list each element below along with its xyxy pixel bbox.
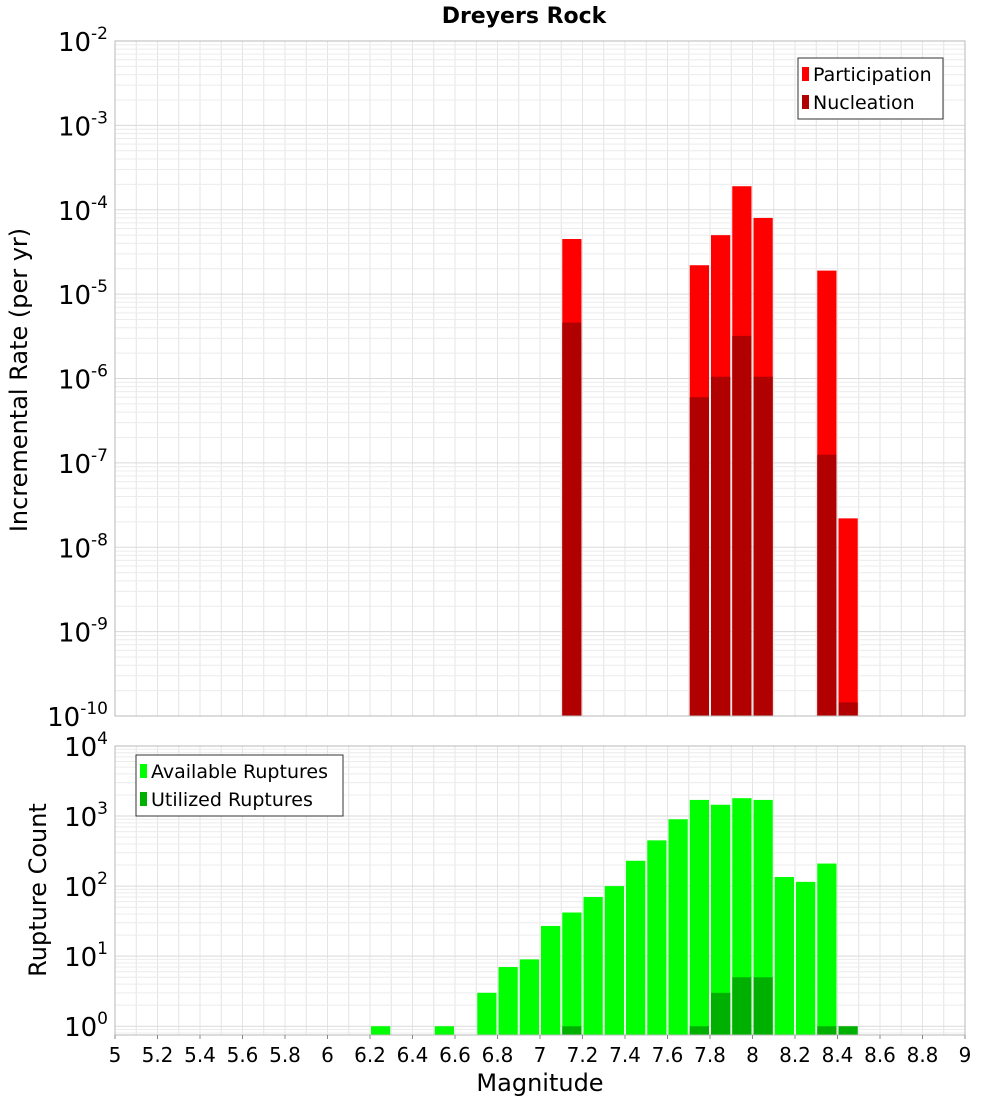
x-tick-label: 5 [109, 1043, 122, 1067]
bar-available-ruptures [647, 840, 667, 1035]
bar-utilized-ruptures [753, 977, 773, 1035]
bar-available-ruptures [689, 799, 709, 1035]
bar-available-ruptures [541, 925, 561, 1035]
bar-available-ruptures [434, 1026, 454, 1035]
bar-nucleation [838, 702, 858, 716]
bar-participation [838, 518, 858, 716]
y-tick-label: 10-9 [58, 615, 108, 649]
x-tick-label: 6 [321, 1043, 334, 1067]
legend-label: Utilized Ruptures [151, 789, 313, 811]
x-tick-label: 8 [746, 1043, 759, 1067]
bar-available-ruptures [711, 804, 731, 1035]
y-tick-label: 10-5 [58, 277, 108, 311]
x-tick-label: 5.2 [142, 1043, 174, 1067]
bar-available-ruptures [519, 959, 539, 1035]
bar-nucleation [689, 397, 709, 716]
x-tick-label: 7.6 [652, 1043, 684, 1067]
x-tick-label: 8.4 [822, 1043, 854, 1067]
x-tick-label: 9 [959, 1043, 972, 1067]
bar-available-ruptures [626, 860, 646, 1035]
y-tick-label: 103 [64, 799, 108, 833]
bar-available-ruptures [774, 876, 794, 1035]
chart-title: Dreyers Rock [442, 4, 608, 29]
x-tick-label: 5.4 [184, 1043, 216, 1067]
bar-available-ruptures [498, 967, 518, 1035]
legend-box [135, 754, 344, 817]
bar-nucleation [732, 335, 752, 716]
x-tick-label: 8.6 [864, 1043, 896, 1067]
y-tick-label: 104 [64, 729, 108, 763]
y-tick-label: 10-7 [58, 446, 108, 480]
bar-available-ruptures [477, 992, 497, 1035]
x-tick-label: 8.2 [779, 1043, 811, 1067]
legend-swatch [140, 764, 147, 778]
x-axis-label: Magnitude [476, 1069, 603, 1097]
x-tick-label: 6.8 [482, 1043, 514, 1067]
y-tick-label: 10-3 [58, 108, 108, 142]
bar-available-ruptures [668, 819, 688, 1035]
bar-available-ruptures [371, 1026, 391, 1035]
y-tick-label: 10-8 [58, 530, 108, 564]
bar-utilized-ruptures [732, 977, 752, 1035]
x-tick-label: 5.6 [227, 1043, 259, 1067]
bar-utilized-ruptures [562, 1026, 582, 1035]
plot-frame-0 [114, 40, 966, 717]
y-tick-label: 101 [64, 939, 108, 973]
legend-swatch [802, 67, 809, 81]
bar-utilized-ruptures [817, 1026, 837, 1035]
bar-available-ruptures [796, 881, 816, 1035]
bar-utilized-ruptures [711, 992, 731, 1035]
x-tick-label: 8.8 [907, 1043, 939, 1067]
y-tick-label: 10-4 [58, 193, 108, 227]
y-tick-label: 102 [64, 869, 108, 903]
legend-box [797, 57, 944, 120]
bottom-y-axis-label: Rupture Count [24, 803, 52, 977]
y-tick-label: 10-6 [58, 362, 108, 396]
bar-available-ruptures [753, 799, 773, 1035]
legend-swatch [140, 792, 147, 806]
y-tick-label: 100 [64, 1009, 108, 1043]
legend-swatch [802, 95, 809, 109]
x-tick-label: 6.2 [354, 1043, 386, 1067]
legend-label: Participation [813, 64, 932, 86]
bar-available-ruptures [732, 798, 752, 1035]
y-tick-label: 10-10 [47, 699, 108, 733]
bar-available-ruptures [604, 886, 624, 1035]
bar-nucleation [753, 376, 773, 716]
bar-available-ruptures [817, 863, 837, 1035]
bar-nucleation [817, 454, 837, 716]
x-tick-label: 7.2 [567, 1043, 599, 1067]
bar-available-ruptures [562, 912, 582, 1035]
bar-utilized-ruptures [838, 1026, 858, 1035]
bar-nucleation [562, 322, 582, 716]
bar-available-ruptures [583, 896, 603, 1035]
x-tick-label: 7.8 [694, 1043, 726, 1067]
bar-utilized-ruptures [689, 1026, 709, 1035]
x-tick-label: 6.6 [439, 1043, 471, 1067]
top-y-axis-label: Incremental Rate (per yr) [5, 228, 33, 532]
y-tick-label: 10-2 [58, 24, 108, 58]
bar-nucleation [711, 376, 731, 716]
legend-label: Available Ruptures [151, 761, 328, 783]
x-tick-label: 5.8 [269, 1043, 301, 1067]
legend-label: Nucleation [813, 92, 915, 114]
x-tick-label: 6.4 [397, 1043, 429, 1067]
x-tick-label: 7 [534, 1043, 547, 1067]
x-tick-label: 7.4 [609, 1043, 641, 1067]
